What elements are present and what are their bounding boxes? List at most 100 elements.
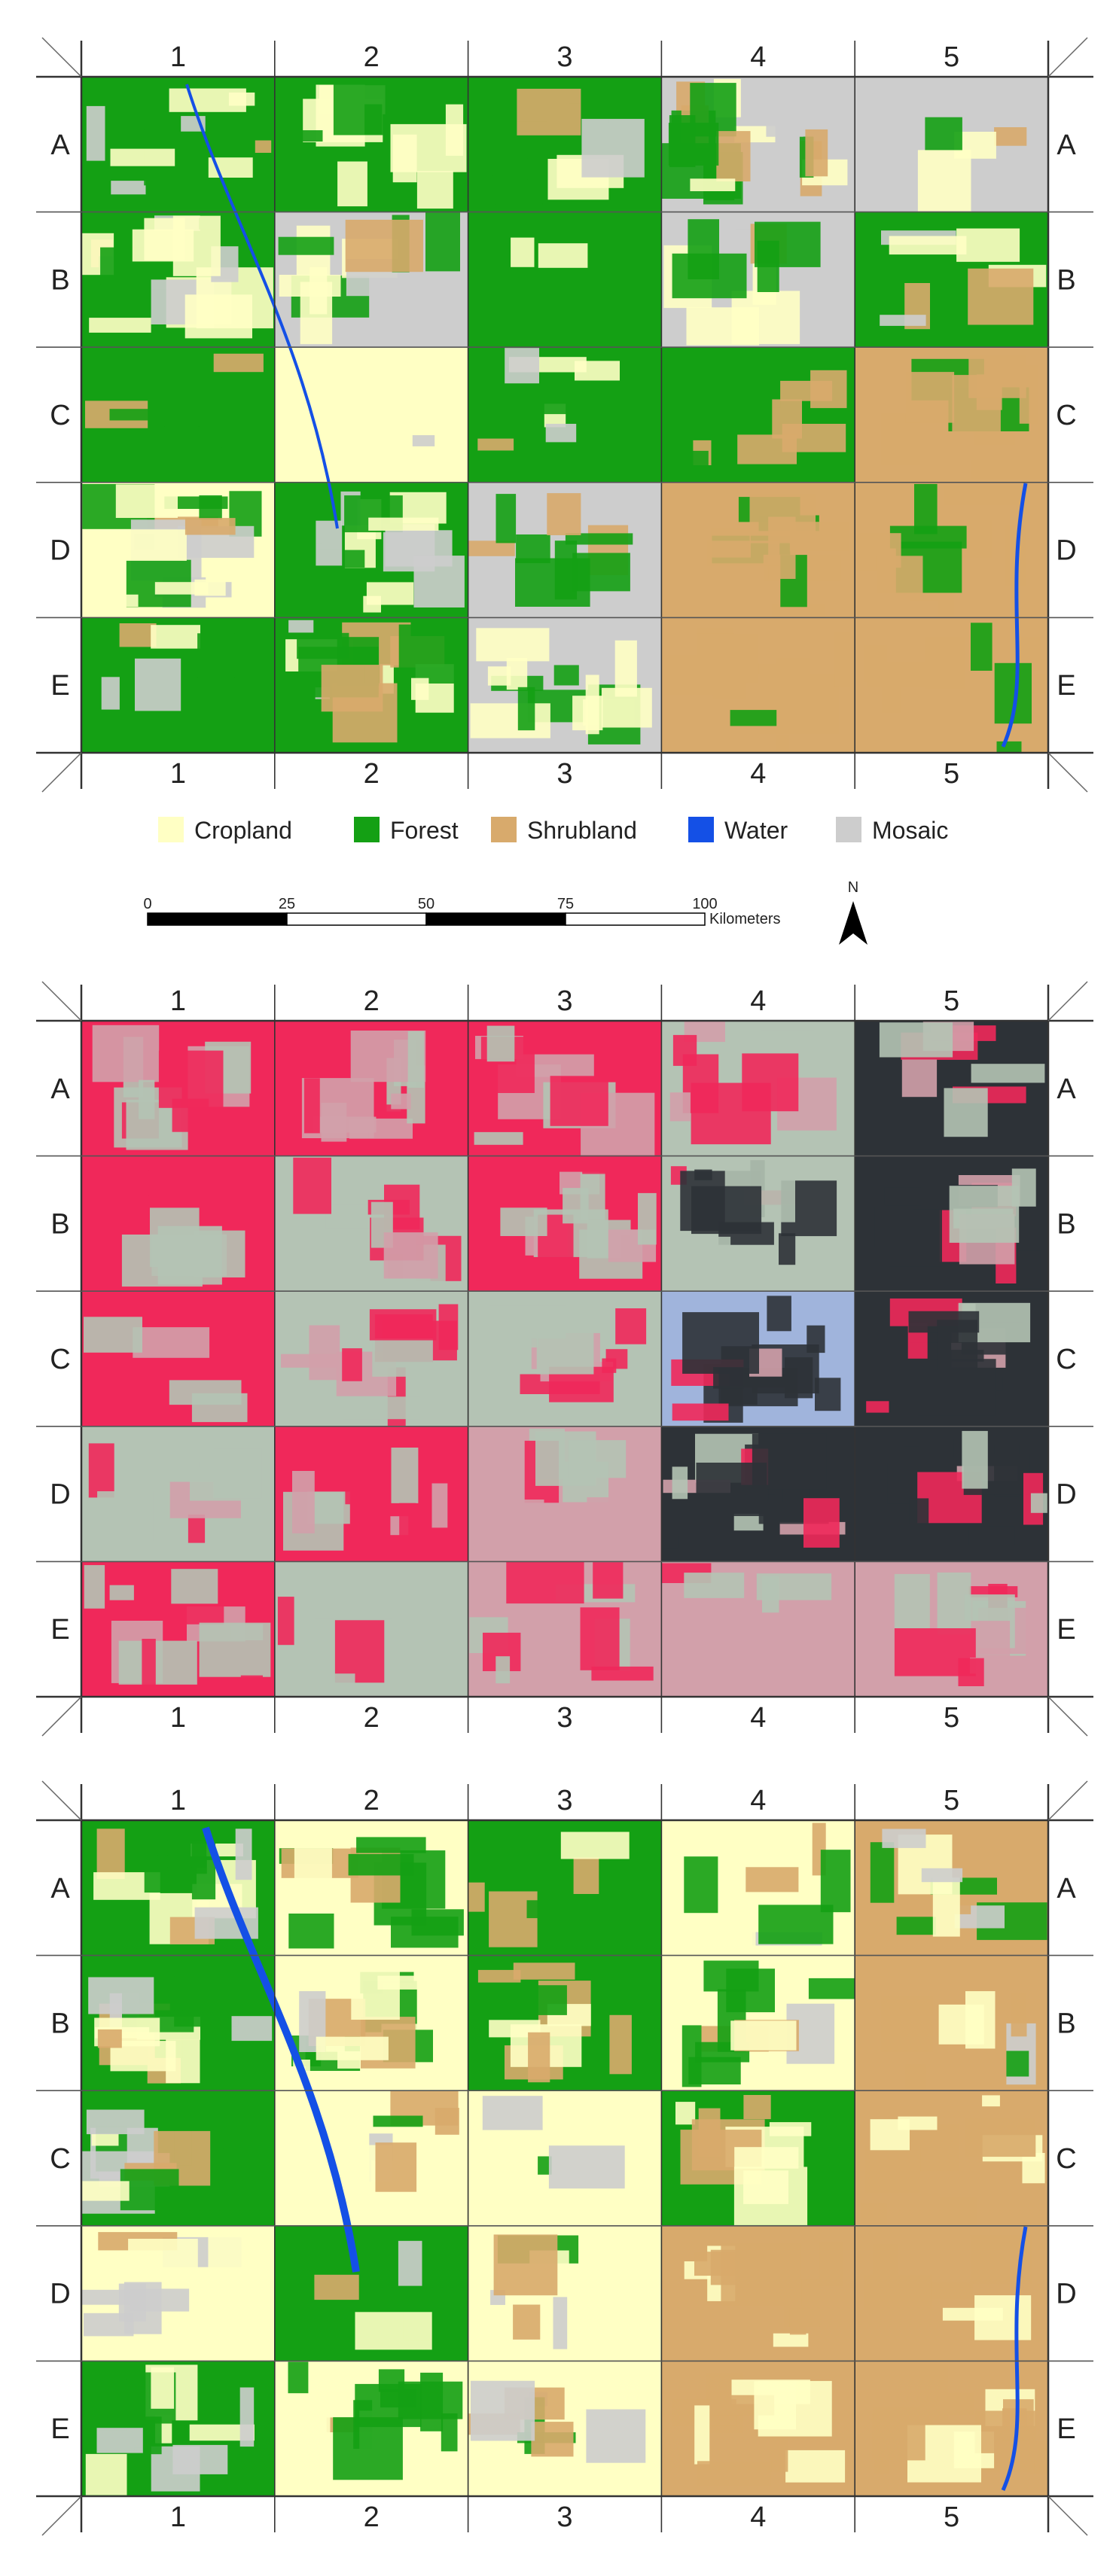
- map-patch: [772, 399, 802, 439]
- map-patch: [682, 1312, 759, 1374]
- map-patch: [889, 236, 967, 255]
- map-patch: [255, 140, 272, 153]
- map-patch: [369, 1309, 437, 1341]
- map-patch: [548, 2145, 625, 2189]
- map-patch: [135, 1156, 149, 1218]
- map-patch: [734, 2147, 799, 2169]
- map-patch: [505, 348, 539, 384]
- map-patch: [568, 1440, 627, 1478]
- map-patch: [495, 1656, 511, 1684]
- map-patch: [581, 118, 645, 178]
- legend-label-shrubland: Shrubland: [527, 817, 637, 844]
- north-arrow-label: N: [848, 879, 858, 896]
- map-patch: [884, 1187, 921, 1206]
- legend-swatch-shrubland: [491, 817, 517, 842]
- map-patch: [364, 104, 383, 135]
- row-label-right: C: [1056, 400, 1076, 431]
- row-label-left: C: [50, 2143, 70, 2175]
- map-patch: [965, 1991, 996, 2049]
- row-label-right: B: [1057, 1208, 1075, 1240]
- map-patch: [686, 307, 759, 346]
- map-patch: [615, 1308, 647, 1344]
- map-patch: [345, 219, 423, 273]
- map-patch: [803, 1498, 840, 1548]
- row-label-left: C: [50, 1344, 70, 1375]
- classified-map-panel-1: 1 1 2 2 3 3 4 4 5 5 A A B B C C D D E E: [36, 37, 1093, 793]
- map-patch: [81, 2289, 135, 2305]
- map-patch: [754, 2381, 796, 2430]
- map-patch: [398, 2240, 422, 2286]
- map-patch: [120, 2169, 179, 2211]
- map-patch: [495, 179, 543, 205]
- row-label-right: E: [1057, 1614, 1075, 1646]
- map-patch: [189, 2424, 255, 2441]
- map-patch: [710, 528, 751, 558]
- map-patch: [486, 1025, 515, 1062]
- map-patch: [500, 402, 575, 415]
- map-patch: [111, 181, 146, 195]
- row-label-left: A: [50, 1073, 70, 1105]
- map-patch: [580, 1607, 620, 1670]
- map-patch: [108, 529, 187, 561]
- map-patch: [491, 1500, 544, 1521]
- map-patch: [776, 657, 810, 696]
- map-patch: [300, 282, 333, 345]
- map-texture: [84, 1021, 1048, 1696]
- corner-tick: [1047, 1780, 1088, 1821]
- map-patch: [691, 1186, 762, 1235]
- map-patch: [557, 278, 635, 320]
- map-patch: [363, 595, 381, 613]
- map-patch: [517, 88, 581, 135]
- corner-tick: [41, 981, 82, 1022]
- row-label-right: E: [1057, 670, 1075, 702]
- map-patch: [575, 361, 620, 381]
- map-patch: [904, 1446, 919, 1469]
- column-label-top: 3: [556, 41, 572, 73]
- map-patch: [142, 1639, 156, 1696]
- map-patch: [85, 2453, 127, 2495]
- map-patch: [743, 2170, 788, 2204]
- map-patch: [300, 1673, 355, 1691]
- map-patch: [169, 1380, 242, 1405]
- map-patch: [573, 1857, 599, 1894]
- map-patch: [288, 620, 314, 633]
- map-patch: [482, 1342, 499, 1354]
- map-patch: [399, 1503, 416, 1544]
- map-patch: [703, 1960, 759, 1992]
- map-patch: [239, 2387, 255, 2447]
- map-patch: [1006, 2051, 1029, 2077]
- map-patch: [743, 2095, 771, 2120]
- map-patch: [500, 1207, 547, 1236]
- map-patch: [696, 1463, 767, 1516]
- map-patch: [383, 1232, 438, 1279]
- map-patch: [672, 1403, 729, 1421]
- map-patch: [84, 1317, 142, 1353]
- map-patch: [296, 2204, 367, 2226]
- map-patch: [164, 496, 228, 509]
- column-label-bottom: 1: [170, 2501, 186, 2533]
- map-patch: [288, 2361, 309, 2394]
- map-patch: [511, 237, 535, 267]
- column-label-bottom: 2: [364, 1702, 380, 1734]
- map-patch: [109, 409, 154, 421]
- map-patch: [474, 1131, 523, 1145]
- map-patch: [493, 2234, 558, 2296]
- scale-bar-tick-label: 75: [557, 896, 574, 912]
- legend-label-water: Water: [724, 817, 788, 844]
- map-patch: [235, 1828, 252, 1880]
- column-label-top: 5: [944, 1785, 959, 1816]
- map-patch: [333, 2417, 403, 2480]
- map-patch: [861, 2202, 888, 2225]
- map-patch: [133, 1327, 210, 1358]
- row-label-right: C: [1056, 2143, 1076, 2175]
- map-patch: [304, 1078, 320, 1134]
- map-patch: [528, 2032, 550, 2083]
- map-patch: [445, 104, 464, 156]
- legend-swatch-forest: [354, 817, 380, 842]
- map-patch: [681, 1236, 731, 1251]
- scale-bar-tick-label: 25: [279, 896, 295, 912]
- map-patch: [737, 434, 797, 464]
- map-patch: [151, 2367, 175, 2409]
- map-patch: [425, 212, 460, 272]
- map-patch: [86, 2109, 145, 2135]
